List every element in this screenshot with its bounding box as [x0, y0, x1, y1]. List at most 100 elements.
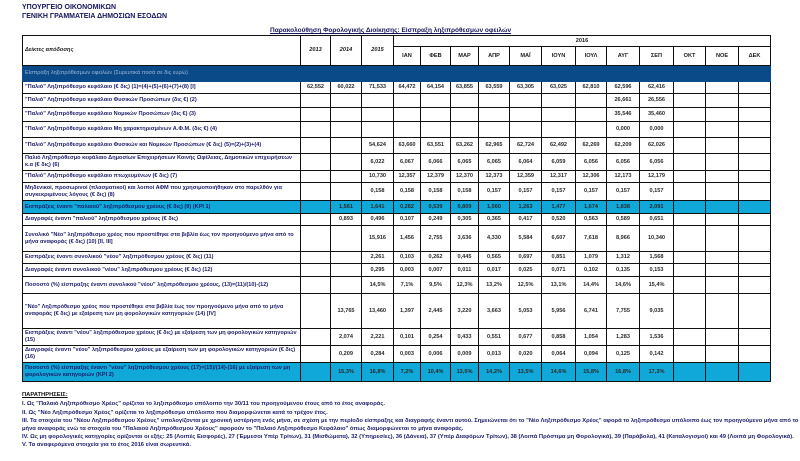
- value-cell: 6,022: [361, 153, 394, 171]
- value-cell: 15,3%: [330, 362, 362, 382]
- value-cell: 10,340: [639, 225, 674, 252]
- value-cell: 63,855: [450, 81, 479, 94]
- value-cell: 3,220: [450, 293, 479, 329]
- table-row: Παλιό Ληξιπρόθεσμο κεφάλαιο Δημοσίων Επι…: [22, 153, 772, 171]
- value-cell: 12,373: [478, 170, 510, 183]
- value-cell: 0,565: [478, 251, 510, 264]
- value-cell: 0,677: [509, 328, 542, 346]
- value-cell: [737, 293, 772, 329]
- value-cell: 2,221: [361, 328, 394, 346]
- value-cell: [478, 121, 510, 138]
- value-cell: [300, 107, 331, 122]
- value-cell: 0,013: [478, 345, 510, 363]
- value-cell: [300, 170, 331, 183]
- value-cell: 1,641: [361, 200, 394, 214]
- value-cell: 13,765: [330, 293, 362, 329]
- value-cell: [300, 153, 331, 171]
- value-cell: 13,460: [361, 293, 394, 329]
- value-cell: 1,060: [478, 200, 510, 214]
- value-cell: [737, 213, 772, 226]
- value-cell: [673, 345, 706, 363]
- value-cell: [705, 328, 739, 346]
- value-cell: 12,3%: [450, 276, 479, 294]
- value-cell: [673, 107, 706, 122]
- row-label: "Νέο" Ληξιπρόθεσμο χρέος που προστέθηκε …: [22, 293, 301, 329]
- table-row: "Παλιό" Ληξιπρόθεσμο κεφάλαιο Φυσικών κα…: [22, 137, 772, 154]
- value-cell: 12,173: [606, 170, 640, 183]
- table-row: Ποσοστό (%) είσπραξης έναντι "νέου" ληξι…: [22, 362, 772, 382]
- value-cell: [300, 200, 331, 214]
- value-cell: 13,5%: [509, 362, 542, 382]
- value-cell: 0,142: [639, 345, 674, 363]
- value-cell: 1,054: [575, 328, 607, 346]
- value-cell: 6,065: [478, 153, 510, 171]
- note-item: IV. Ως μη φορολογικές κατηγορίες ορίζοντ…: [22, 434, 794, 441]
- value-cell: [300, 93, 331, 108]
- month-header: ΙΟΥΝ: [541, 46, 576, 66]
- value-cell: 16,8%: [606, 362, 640, 382]
- value-cell: 6,056: [639, 153, 674, 171]
- value-cell: [330, 153, 362, 171]
- value-cell: 2,445: [420, 293, 451, 329]
- value-cell: [705, 251, 739, 264]
- value-cell: 0,003: [393, 263, 421, 277]
- value-cell: [361, 93, 394, 108]
- value-cell: 0,158: [420, 182, 451, 201]
- value-cell: 15,8%: [575, 362, 607, 382]
- value-cell: 4,330: [478, 225, 510, 252]
- value-cell: [300, 251, 331, 264]
- value-cell: [330, 182, 362, 201]
- value-cell: 0,157: [541, 182, 576, 201]
- value-cell: 0,157: [639, 182, 674, 201]
- value-cell: [330, 93, 362, 108]
- value-cell: 0,107: [393, 213, 421, 226]
- value-cell: [737, 328, 772, 346]
- row-label: "Παλιό" Ληξιπρόθεσμο κεφάλαιο Νομικών Πρ…: [22, 107, 301, 122]
- value-cell: [300, 345, 331, 363]
- value-cell: [705, 170, 739, 183]
- value-cell: [541, 121, 576, 138]
- row-label: Συνολικό "Νέο" ληξιπρόθεσμο χρέος που πρ…: [22, 225, 301, 252]
- value-cell: 12,5%: [509, 276, 542, 294]
- value-cell: [705, 263, 739, 277]
- value-cell: 0,102: [575, 263, 607, 277]
- value-cell: 63,025: [541, 81, 576, 94]
- value-cell: [737, 153, 772, 171]
- value-cell: 1,283: [606, 328, 640, 346]
- month-header: ΟΚΤ: [673, 46, 706, 66]
- value-cell: 0,153: [639, 263, 674, 277]
- value-cell: [361, 107, 394, 122]
- value-cell: 63,660: [393, 137, 421, 154]
- value-cell: 2,755: [420, 225, 451, 252]
- value-cell: 0,809: [450, 200, 479, 214]
- value-cell: 15,916: [361, 225, 394, 252]
- year-header: 2014: [330, 35, 362, 66]
- row-label: Παλιό Ληξιπρόθεσμο κεφάλαιο Δημοσίων Επι…: [22, 153, 301, 171]
- value-cell: 0,157: [509, 182, 542, 201]
- row-label: Ποσοστό (%) είσπραξης έναντι συνολικού "…: [22, 276, 301, 294]
- notes-section: ΠΑΡΑΤΗΡΗΣΕΙΣ: I. Ως "Παλαιό Ληξιπρόθεσμο…: [22, 392, 800, 451]
- value-cell: [705, 276, 739, 294]
- row-label: Εισπράξεις έναντι συνολικού "νέου" ληξιπ…: [22, 251, 301, 264]
- value-cell: [509, 121, 542, 138]
- value-cell: 0,496: [361, 213, 394, 226]
- value-cell: [737, 263, 772, 277]
- value-cell: [300, 263, 331, 277]
- value-cell: 0,697: [509, 251, 542, 264]
- value-cell: [705, 345, 739, 363]
- row-label: Διαγραφές έναντι "νέου" ληξιπρόθεσμου χρ…: [22, 345, 301, 363]
- value-cell: 0,282: [393, 200, 421, 214]
- value-cell: [737, 276, 772, 294]
- value-cell: 64,472: [393, 81, 421, 94]
- value-cell: 12,357: [393, 170, 421, 183]
- value-cell: [705, 121, 739, 138]
- value-cell: [393, 93, 421, 108]
- value-cell: [300, 137, 331, 154]
- value-cell: 54,624: [361, 137, 394, 154]
- value-cell: 3,636: [450, 225, 479, 252]
- value-cell: 0,254: [420, 328, 451, 346]
- label-column-header: Δείκτες απόδοσης: [22, 35, 301, 66]
- value-cell: [330, 263, 362, 277]
- value-cell: 0,858: [541, 328, 576, 346]
- value-cell: [737, 225, 772, 252]
